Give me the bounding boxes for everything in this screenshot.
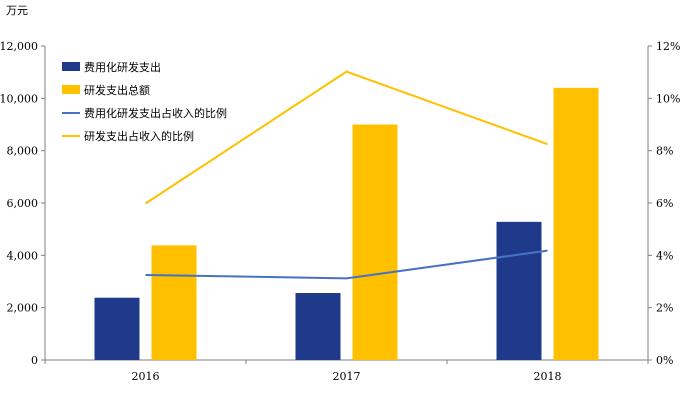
lines	[145, 72, 547, 279]
right-y-tick-label: 10%	[656, 92, 680, 105]
x-tick-label: 2017	[333, 370, 361, 383]
right-y-tick-label: 4%	[656, 249, 673, 262]
y-axis-unit-label: 万元	[6, 4, 28, 17]
bar-total-rd	[353, 125, 398, 361]
left-y-tick-label: 0	[31, 354, 38, 367]
series-line-expensed-ratio	[146, 251, 548, 279]
bar-total-rd	[152, 245, 197, 360]
right-y-tick-label: 8%	[656, 145, 673, 158]
bar-total-rd	[554, 88, 599, 360]
right-y-tick-label: 12%	[656, 40, 680, 53]
right-y-tick-label: 0%	[656, 354, 673, 367]
x-tick-label: 2016	[132, 370, 160, 383]
legend-label: 费用化研发支出	[84, 60, 161, 74]
bar-expensed-rd	[296, 293, 341, 360]
legend-swatch-bar	[62, 62, 80, 71]
legend-label: 研发支出总额	[84, 83, 150, 97]
x-tick-label: 2018	[534, 370, 562, 383]
legend-label: 研发支出占收入的比例	[84, 129, 194, 143]
right-y-tick-label: 2%	[656, 302, 673, 315]
bar-expensed-rd	[95, 298, 140, 360]
right-y-tick-label: 6%	[656, 197, 673, 210]
left-y-tick-label: 12,000	[0, 40, 38, 53]
left-y-tick-label: 4,000	[7, 249, 39, 262]
left-y-tick-label: 6,000	[7, 197, 39, 210]
bar-expensed-rd	[497, 222, 542, 360]
bars	[95, 88, 599, 360]
legend-swatch-bar	[62, 85, 80, 94]
series-line-total-ratio	[146, 72, 548, 204]
legend-label: 费用化研发支出占收入的比例	[84, 106, 227, 120]
left-y-tick-label: 2,000	[7, 302, 39, 315]
left-y-tick-label: 8,000	[7, 145, 39, 158]
left-y-tick-label: 10,000	[0, 92, 38, 105]
